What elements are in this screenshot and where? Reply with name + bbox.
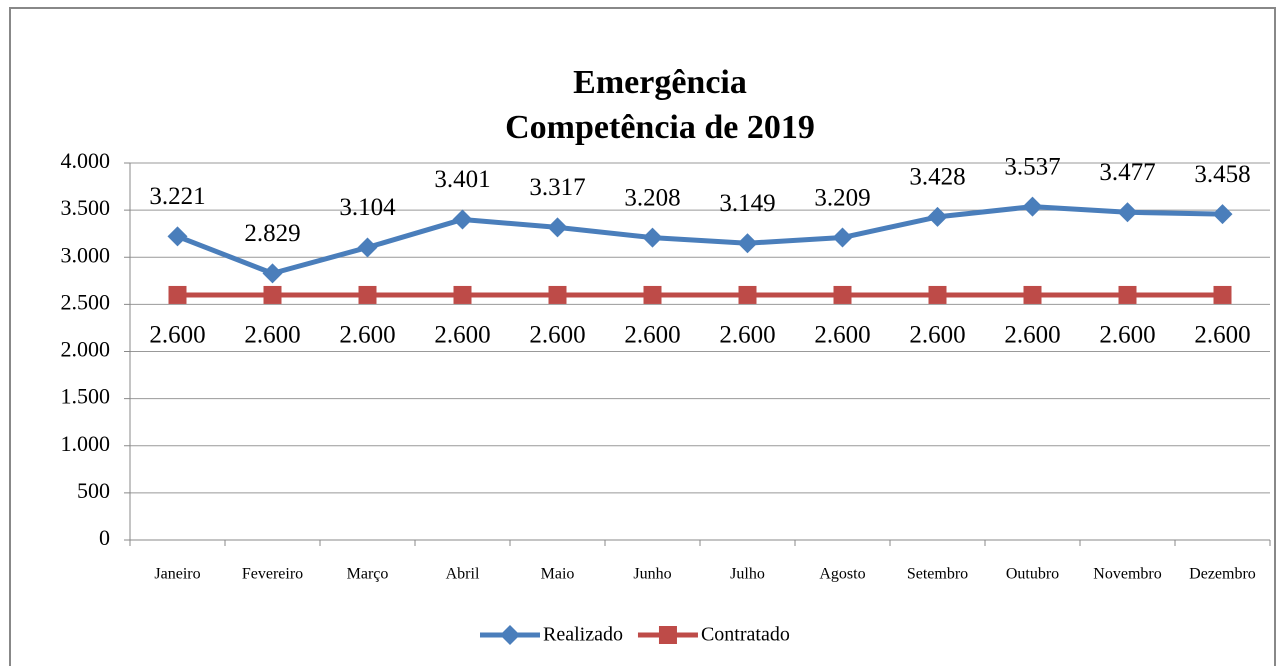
data-point: [1023, 285, 1042, 304]
data-label: 3.428: [909, 164, 965, 191]
data-point: [737, 233, 758, 254]
x-tick-label: Setembro: [907, 566, 968, 583]
data-point: [833, 285, 852, 304]
data-point: [357, 237, 378, 258]
series-line: [176, 204, 1223, 276]
data-label: 3.458: [1194, 161, 1250, 188]
x-tick-label: Novembro: [1093, 566, 1161, 583]
data-label: 2.600: [244, 322, 300, 349]
data-point: [453, 285, 472, 304]
data-point: [1212, 204, 1233, 225]
y-tick-label: 4.000: [61, 148, 111, 173]
data-label: 3.149: [719, 190, 775, 217]
data-label: 3.537: [1004, 153, 1060, 180]
x-tick-label: Janeiro: [154, 566, 200, 583]
data-label: 3.401: [434, 166, 490, 193]
x-tick-label: Julho: [730, 566, 765, 583]
legend-marker: [500, 625, 520, 645]
data-label: 2.600: [814, 322, 870, 349]
chart-title: Emergência: [573, 64, 747, 101]
data-point: [1022, 196, 1043, 217]
data-label: 2.600: [909, 322, 965, 349]
y-tick-label: 0: [99, 525, 110, 550]
x-tick-label: Junho: [633, 566, 671, 583]
data-label: 2.600: [624, 322, 680, 349]
y-tick-label: 3.500: [61, 195, 111, 220]
data-point: [358, 285, 377, 304]
legend-marker: [658, 626, 677, 644]
y-tick-label: 2.000: [61, 337, 111, 362]
data-point: [168, 285, 187, 304]
data-point: [1213, 285, 1232, 304]
x-tick-label: Abril: [446, 566, 480, 583]
data-point: [262, 263, 283, 284]
y-tick-label: 2.500: [61, 289, 111, 314]
x-tick-label: Outubro: [1006, 566, 1059, 583]
data-point: [1117, 202, 1138, 223]
data-label: 2.600: [1004, 322, 1060, 349]
legend-label: Realizado: [543, 624, 623, 646]
x-tick-label: Dezembro: [1189, 566, 1256, 583]
data-label: 2.600: [1194, 322, 1250, 349]
data-point: [832, 227, 853, 248]
data-point: [452, 209, 473, 230]
data-label: 3.208: [624, 184, 680, 211]
y-tick-label: 1.500: [61, 384, 111, 409]
data-label: 2.600: [1099, 322, 1155, 349]
data-point: [928, 285, 947, 304]
chart-frame: [9, 7, 1276, 666]
chart-subtitle: Competência de 2019: [505, 109, 815, 146]
data-point: [548, 285, 567, 304]
data-point: [738, 285, 757, 304]
data-label: 2.600: [529, 322, 585, 349]
data-label: 2.600: [719, 322, 775, 349]
data-label: 2.600: [339, 322, 395, 349]
x-tick-label: Maio: [541, 566, 575, 583]
y-tick-label: 500: [77, 478, 110, 503]
data-label: 2.600: [434, 322, 490, 349]
x-tick-label: Março: [347, 566, 389, 583]
data-point: [263, 285, 282, 304]
data-label: 3.221: [149, 183, 205, 210]
data-label: 3.209: [814, 184, 870, 211]
data-point: [547, 217, 568, 238]
data-point: [167, 226, 188, 247]
data-label: 2.829: [244, 220, 300, 247]
data-label: 3.317: [529, 174, 585, 201]
legend-label: Contratado: [701, 624, 790, 646]
data-label: 3.477: [1099, 159, 1155, 186]
x-tick-label: Fevereiro: [242, 566, 303, 583]
data-point: [927, 206, 948, 227]
y-tick-label: 1.000: [61, 431, 111, 456]
x-tick-label: Agosto: [819, 566, 865, 583]
data-point: [1118, 285, 1137, 304]
data-point: [643, 285, 662, 304]
data-label: 2.600: [149, 322, 205, 349]
data-label: 3.104: [339, 194, 396, 221]
y-tick-label: 3.000: [61, 242, 111, 267]
data-point: [642, 227, 663, 248]
